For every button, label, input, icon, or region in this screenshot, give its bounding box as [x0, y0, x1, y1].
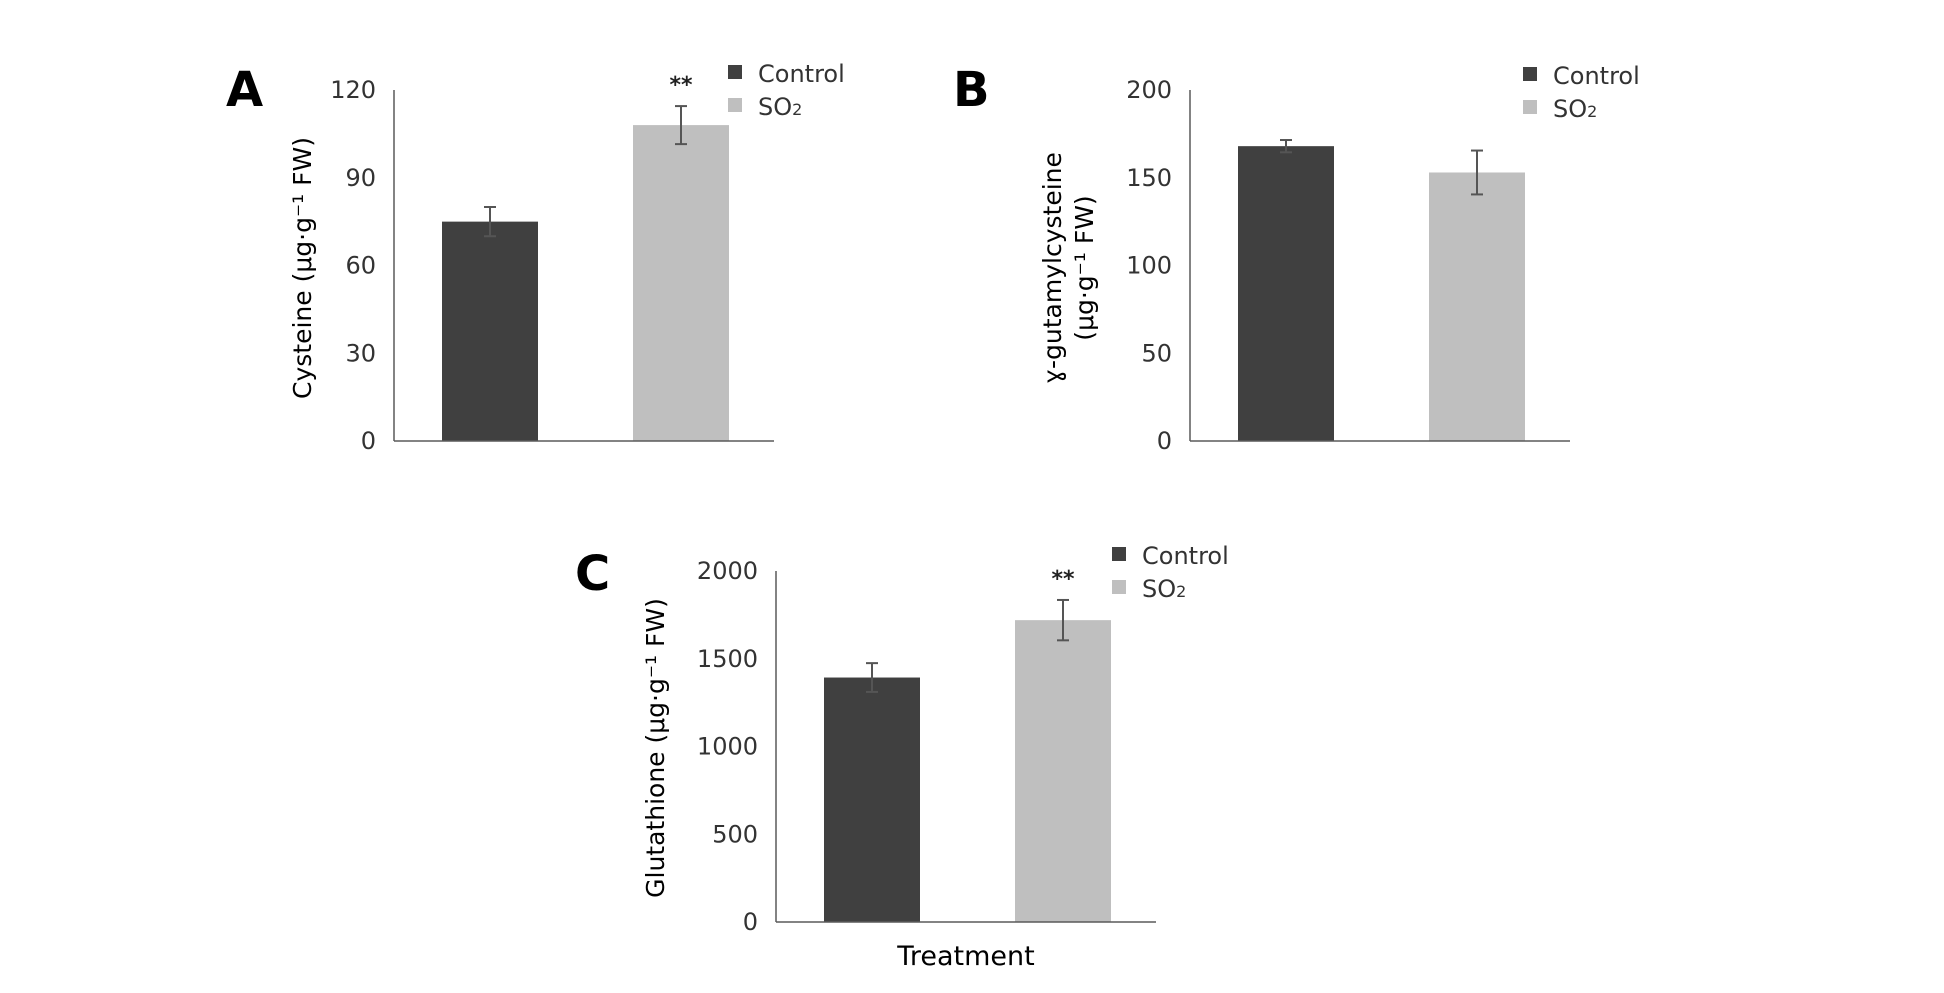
- legend-label-control: Control: [758, 60, 845, 88]
- bar-a-so2: [633, 125, 729, 441]
- error-bar-b-so2: [1471, 149, 1483, 196]
- y-tick-label-b: 0: [1157, 427, 1172, 455]
- y-axis-label-c: Glutathione (μg·g⁻¹ FW): [641, 598, 670, 898]
- y-tick-label-b: 50: [1141, 339, 1172, 367]
- y-tick-label-b: 100: [1126, 252, 1172, 280]
- bar-a-control: [442, 221, 538, 441]
- y-tick-label-a: 90: [345, 164, 376, 192]
- bar-b-control: [1238, 146, 1334, 441]
- bar-b-so2: [1429, 172, 1525, 442]
- y-tick-label-c: 1500: [697, 645, 758, 673]
- x-axis-label-c: Treatment: [896, 941, 1034, 972]
- legend-swatch-control: [1112, 547, 1126, 561]
- legend-label-so2: SO2: [1553, 95, 1597, 123]
- legend-c: Control SO2: [1112, 542, 1229, 603]
- significance-mark-a: **: [669, 73, 693, 98]
- error-bar-c-control: [866, 662, 878, 693]
- y-tick-label-c: 2000: [697, 557, 758, 585]
- y-axis-label-b-line2: (μg·g⁻¹ FW): [1070, 195, 1099, 340]
- legend-swatch-so2: [1523, 100, 1537, 114]
- legend-label-so2: SO2: [758, 93, 802, 121]
- chart-panel-a: A Cysteine (μg·g⁻¹ FW) 0 30 60 90 120 ** Con…: [226, 60, 845, 455]
- y-tick-label-a: 30: [345, 339, 376, 367]
- panel-letter-b: B: [953, 62, 990, 118]
- bar-c-control: [824, 677, 920, 922]
- y-tick-label-a: 0: [361, 427, 376, 455]
- y-axis-label-b-line1: ɣ-gutamylcysteine: [1038, 152, 1067, 384]
- error-bar-a-so2: [675, 105, 687, 146]
- legend-label-control: Control: [1142, 542, 1229, 570]
- y-tick-label-c: 0: [743, 908, 758, 936]
- error-bar-b-control: [1280, 139, 1292, 154]
- bar-c-so2: [1015, 620, 1111, 922]
- legend-a: Control SO2: [728, 60, 845, 121]
- y-tick-label-c: 500: [712, 820, 758, 848]
- legend-label-so2: SO2: [1142, 575, 1186, 603]
- panel-letter-a: A: [226, 62, 263, 118]
- legend-swatch-so2: [1112, 580, 1126, 594]
- y-tick-label-a: 60: [345, 252, 376, 280]
- error-bar-c-so2: [1057, 598, 1069, 642]
- panel-letter-c: C: [575, 546, 610, 602]
- error-bar-a-control: [484, 206, 496, 238]
- chart-panel-c: C Glutathione (μg·g⁻¹ FW) 0 500 1000 1500 20…: [575, 542, 1229, 972]
- y-tick-label-a: 120: [330, 76, 376, 104]
- y-tick-label-b: 150: [1126, 164, 1172, 192]
- y-tick-label-b: 200: [1126, 76, 1172, 104]
- legend-b: Control SO2: [1523, 62, 1640, 123]
- legend-swatch-control: [728, 65, 742, 79]
- legend-swatch-control: [1523, 67, 1537, 81]
- chart-panel-b: B ɣ-gutamylcysteine (μg·g⁻¹ FW) 0 50 100 15…: [953, 62, 1640, 455]
- y-tick-label-c: 1000: [697, 733, 758, 761]
- significance-mark-c: **: [1051, 567, 1075, 592]
- legend-label-control: Control: [1553, 62, 1640, 90]
- legend-swatch-so2: [728, 98, 742, 112]
- y-axis-label-a: Cysteine (μg·g⁻¹ FW): [288, 137, 317, 399]
